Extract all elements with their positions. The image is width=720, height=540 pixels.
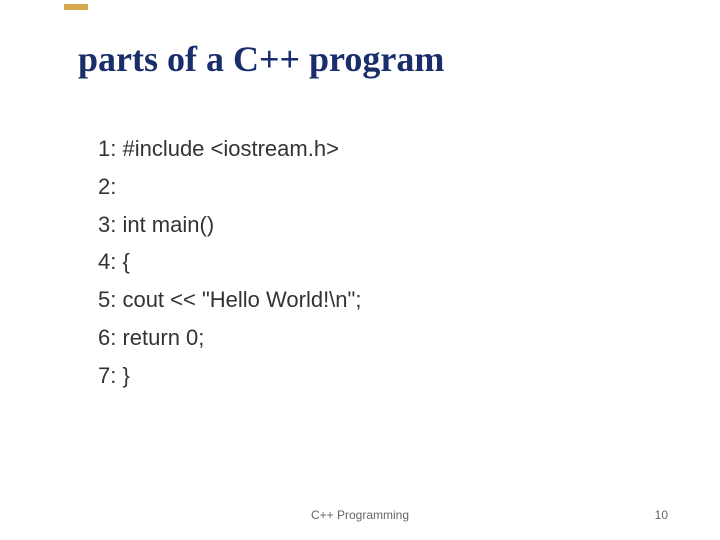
page-number: 10 — [655, 508, 668, 522]
code-line: 7: } — [98, 357, 660, 395]
slide-title: parts of a C++ program — [78, 38, 444, 80]
code-line: 4: { — [98, 243, 660, 281]
code-content: 1: #include <iostream.h> 2: 3: int main(… — [98, 130, 660, 395]
code-line: 6: return 0; — [98, 319, 660, 357]
footer-label: C++ Programming — [311, 508, 409, 522]
code-line: 2: — [98, 168, 660, 206]
code-line: 5: cout << "Hello World!\n"; — [98, 281, 660, 319]
code-line: 3: int main() — [98, 206, 660, 244]
accent-bar — [64, 4, 88, 10]
code-line: 1: #include <iostream.h> — [98, 130, 660, 168]
